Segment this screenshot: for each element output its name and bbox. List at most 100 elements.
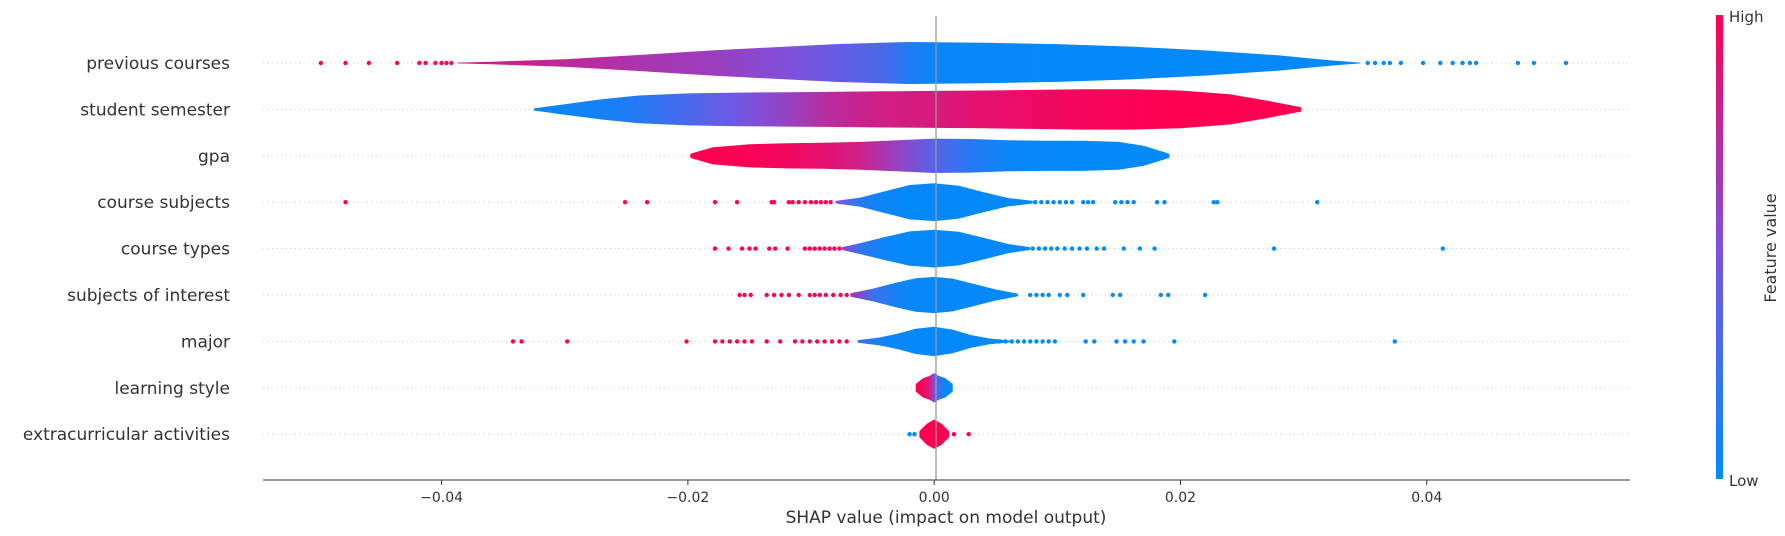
outlier-dot bbox=[742, 339, 747, 344]
outlier-dot bbox=[1081, 292, 1086, 298]
outlier-dot bbox=[796, 292, 801, 298]
outlier-dot bbox=[753, 246, 758, 251]
x-tick-label: 0.02 bbox=[1165, 490, 1196, 506]
outlier-dot bbox=[1057, 292, 1063, 298]
outlier-dot bbox=[1515, 60, 1521, 66]
outlier-dot bbox=[1450, 60, 1455, 66]
outlier-dot bbox=[1040, 339, 1045, 344]
outlier-dot bbox=[1046, 292, 1051, 298]
outlier-dot bbox=[1034, 292, 1039, 298]
violin-learning-style bbox=[915, 373, 953, 403]
outlier-dot bbox=[837, 339, 842, 344]
outlier-dot bbox=[807, 339, 812, 344]
outlier-dot bbox=[1069, 200, 1075, 205]
outlier-dot bbox=[764, 292, 769, 298]
outlier-dot bbox=[1154, 200, 1160, 205]
outlier-dot bbox=[1042, 246, 1048, 251]
outlier-dot bbox=[812, 292, 817, 298]
outlier-dot bbox=[1117, 292, 1123, 298]
violins bbox=[457, 42, 1361, 449]
feature-label: previous courses bbox=[86, 54, 230, 74]
outlier-dot bbox=[366, 60, 372, 66]
outlier-dot bbox=[823, 292, 828, 298]
outlier-dot bbox=[1081, 200, 1086, 205]
outlier-dot bbox=[343, 200, 348, 205]
outlier-dot bbox=[773, 246, 778, 251]
colorbar bbox=[1716, 15, 1723, 479]
outlier-dot bbox=[1051, 200, 1056, 205]
feature-label: course subjects bbox=[97, 193, 230, 213]
outlier-dot bbox=[423, 60, 428, 66]
outlier-dot bbox=[1030, 246, 1035, 251]
outlier-dot bbox=[808, 200, 814, 205]
outlier-dot bbox=[1085, 200, 1091, 205]
outlier-dot bbox=[1211, 200, 1216, 205]
outlier-dot bbox=[828, 200, 833, 205]
outlier-dot bbox=[1055, 246, 1060, 251]
outlier-dot bbox=[813, 200, 819, 205]
outlier-dot bbox=[1077, 246, 1082, 251]
outlier-dot bbox=[734, 339, 740, 344]
outlier-dot bbox=[807, 292, 812, 298]
outlier-dot bbox=[395, 60, 400, 66]
outlier-dot bbox=[837, 246, 842, 251]
outlier-dot bbox=[1028, 339, 1033, 344]
outlier-dot bbox=[1131, 200, 1136, 205]
outlier-dot bbox=[1365, 60, 1370, 66]
outlier-dot bbox=[645, 200, 650, 205]
outlier-dot bbox=[343, 60, 348, 66]
feature-label: learning style bbox=[114, 379, 230, 399]
feature-label: subjects of interest bbox=[67, 286, 230, 306]
outlier-dot bbox=[1114, 339, 1119, 344]
violin-extracurricular-activities bbox=[919, 419, 949, 449]
outlier-dot bbox=[727, 339, 732, 344]
outlier-dot bbox=[1131, 339, 1136, 344]
violin-subjects-of-interest bbox=[850, 276, 1018, 314]
violin-student-semester bbox=[533, 89, 1302, 130]
outlier-dot bbox=[771, 292, 777, 298]
outlier-dot bbox=[1158, 292, 1164, 298]
outlier-dot bbox=[1101, 246, 1107, 251]
outlier-dot bbox=[790, 200, 795, 205]
outlier-dot bbox=[1028, 292, 1033, 298]
outlier-dot bbox=[1122, 339, 1128, 344]
outlier-dot bbox=[785, 246, 790, 251]
outlier-dot bbox=[1372, 60, 1378, 66]
outlier-dot bbox=[734, 200, 740, 205]
outlier-dot bbox=[1121, 246, 1127, 251]
outlier-dot bbox=[1040, 292, 1045, 298]
outlier-dot bbox=[1065, 292, 1070, 298]
outlier-dot bbox=[792, 339, 798, 344]
outlier-dot bbox=[1271, 246, 1277, 251]
outlier-dot bbox=[1046, 339, 1051, 344]
outlier-dot bbox=[737, 292, 742, 298]
colorbar-low-label: Low bbox=[1729, 472, 1759, 490]
outlier-dot bbox=[807, 246, 812, 251]
outlier-dot bbox=[565, 339, 570, 344]
outlier-dot bbox=[997, 339, 1002, 344]
outlier-dot bbox=[771, 200, 777, 205]
outlier-dot bbox=[802, 246, 808, 251]
outlier-dot bbox=[1473, 60, 1479, 66]
outlier-dot bbox=[749, 339, 755, 344]
violin-course-subjects bbox=[835, 183, 1033, 222]
outlier-dot bbox=[817, 292, 822, 298]
outlier-dot bbox=[827, 246, 832, 251]
x-axis-label: SHAP value (impact on model output) bbox=[786, 508, 1107, 528]
outlier-dot bbox=[796, 200, 801, 205]
outlier-dot bbox=[817, 246, 822, 251]
outlier-dot bbox=[449, 60, 454, 66]
outlier-dot bbox=[1113, 200, 1118, 205]
outlier-dot bbox=[912, 432, 917, 437]
outlier-dot bbox=[1460, 60, 1465, 66]
outlier-dot bbox=[1110, 292, 1116, 298]
outlier-dot bbox=[1152, 246, 1157, 251]
outlier-dot bbox=[907, 432, 912, 437]
outlier-dot bbox=[822, 339, 827, 344]
feature-label: major bbox=[181, 332, 230, 352]
outlier-dot bbox=[812, 246, 817, 251]
outlier-dot bbox=[1094, 246, 1099, 251]
outlier-dot bbox=[1141, 339, 1146, 344]
violin-gpa bbox=[690, 138, 1170, 173]
outlier-dot bbox=[1125, 200, 1130, 205]
